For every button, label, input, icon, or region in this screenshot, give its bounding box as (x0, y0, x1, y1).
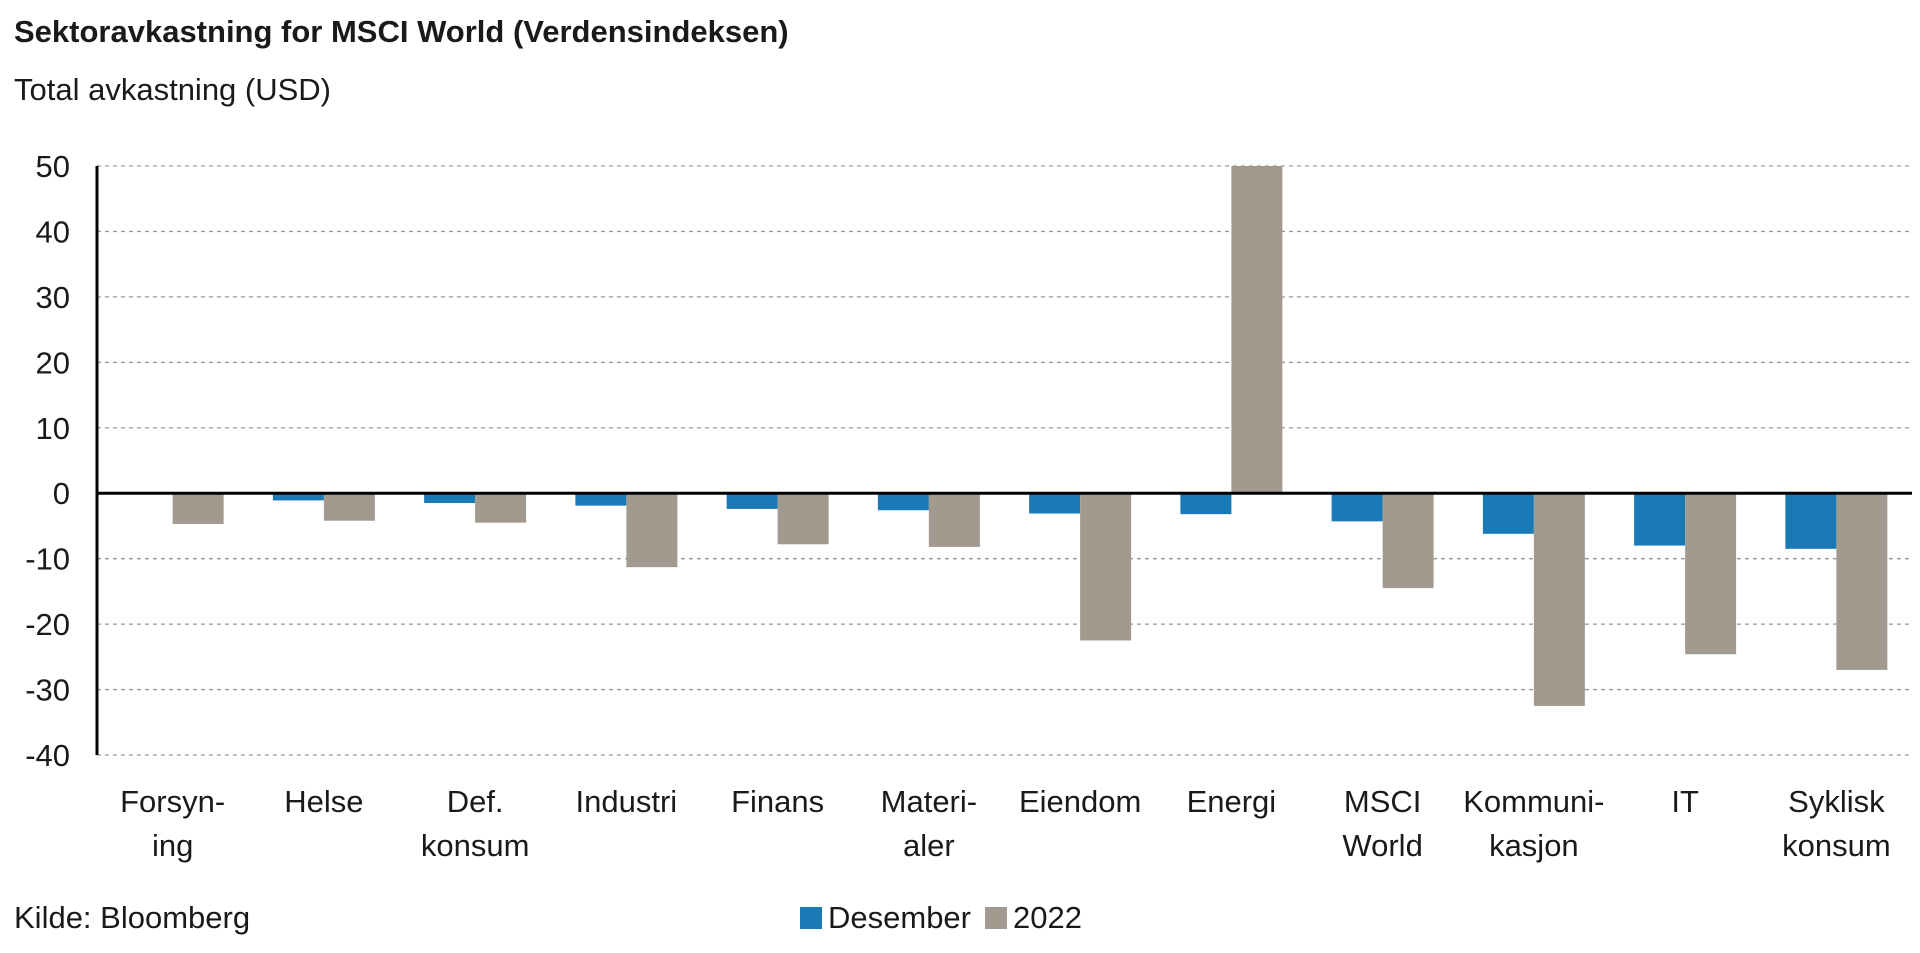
bar-desember (877, 493, 929, 511)
bar-2022 (323, 493, 375, 521)
category-label: Eiendom (1019, 784, 1141, 819)
legend-item-desember: Desember (800, 900, 971, 936)
category-labels: Forsyn-ing Helse Def. konsum Industri Finans M… (120, 784, 1891, 863)
category-label: Industri (576, 784, 678, 819)
category-label: Finans (731, 784, 824, 819)
y-tick-label: 40 (36, 214, 70, 249)
bar-2022 (1231, 166, 1283, 494)
gridlines (97, 165, 1912, 756)
bar-desember (575, 493, 627, 506)
bar-2022 (626, 493, 678, 568)
source-note: Kilde: Bloomberg (14, 900, 251, 935)
legend-label-2022: 2022 (1013, 900, 1082, 935)
bar-desember (1634, 493, 1686, 546)
category-label: Forsyn-ing (120, 784, 225, 863)
y-tick-labels: 50 40 30 20 10 0 -10 -20 -30 -40 (25, 149, 70, 773)
axes (95, 166, 1912, 755)
y-tick-label: 30 (36, 280, 70, 315)
bar-desember (1029, 493, 1081, 514)
category-label: Kommuni-kasjon (1463, 784, 1604, 863)
bar-2022 (475, 493, 527, 523)
chart-subtitle: Total avkastning (USD) (14, 72, 332, 107)
bars (172, 166, 1888, 706)
bar-2022 (1533, 493, 1585, 706)
y-tick-label: 10 (36, 411, 70, 446)
bar-2022 (1685, 493, 1737, 655)
y-tick-label: 0 (53, 476, 70, 511)
bar-2022 (928, 493, 980, 547)
bar-desember (1482, 493, 1534, 534)
bar-2022 (777, 493, 829, 545)
category-label: Syklisk konsum (1782, 784, 1891, 863)
legend: Desember 2022 (800, 900, 1096, 936)
bar-desember (1331, 493, 1383, 522)
bar-2022 (172, 493, 224, 524)
category-label: Materi-aler (881, 784, 977, 863)
bar-desember (1180, 493, 1232, 515)
legend-item-2022: 2022 (985, 900, 1082, 936)
category-label: MSCI World (1342, 784, 1422, 863)
y-tick-label: 50 (36, 149, 70, 184)
category-label: IT (1671, 784, 1699, 819)
category-label: Def. konsum (421, 784, 530, 863)
bar-2022 (1382, 493, 1434, 589)
bar-desember (726, 493, 778, 509)
bar-chart: 50 40 30 20 10 0 -10 -20 -30 -40 Forsyn-ing Helse D… (25, 149, 1912, 863)
y-tick-label: -30 (25, 673, 70, 708)
legend-swatch-desember (800, 907, 822, 929)
y-tick-label: -10 (25, 542, 70, 577)
category-label: Helse (284, 784, 363, 819)
bar-desember (1785, 493, 1837, 549)
category-label: Energi (1187, 784, 1277, 819)
bar-desember (272, 493, 324, 501)
y-tick-label: 20 (36, 345, 70, 380)
legend-label-desember: Desember (828, 900, 971, 935)
chart-title: Sektoravkastning for MSCI World (Verdens… (14, 14, 789, 49)
bar-2022 (1080, 493, 1132, 641)
bar-desember (424, 493, 476, 504)
y-tick-label: -40 (25, 738, 70, 773)
y-tick-label: -20 (25, 607, 70, 642)
bar-2022 (1836, 493, 1888, 670)
legend-swatch-2022 (985, 907, 1007, 929)
